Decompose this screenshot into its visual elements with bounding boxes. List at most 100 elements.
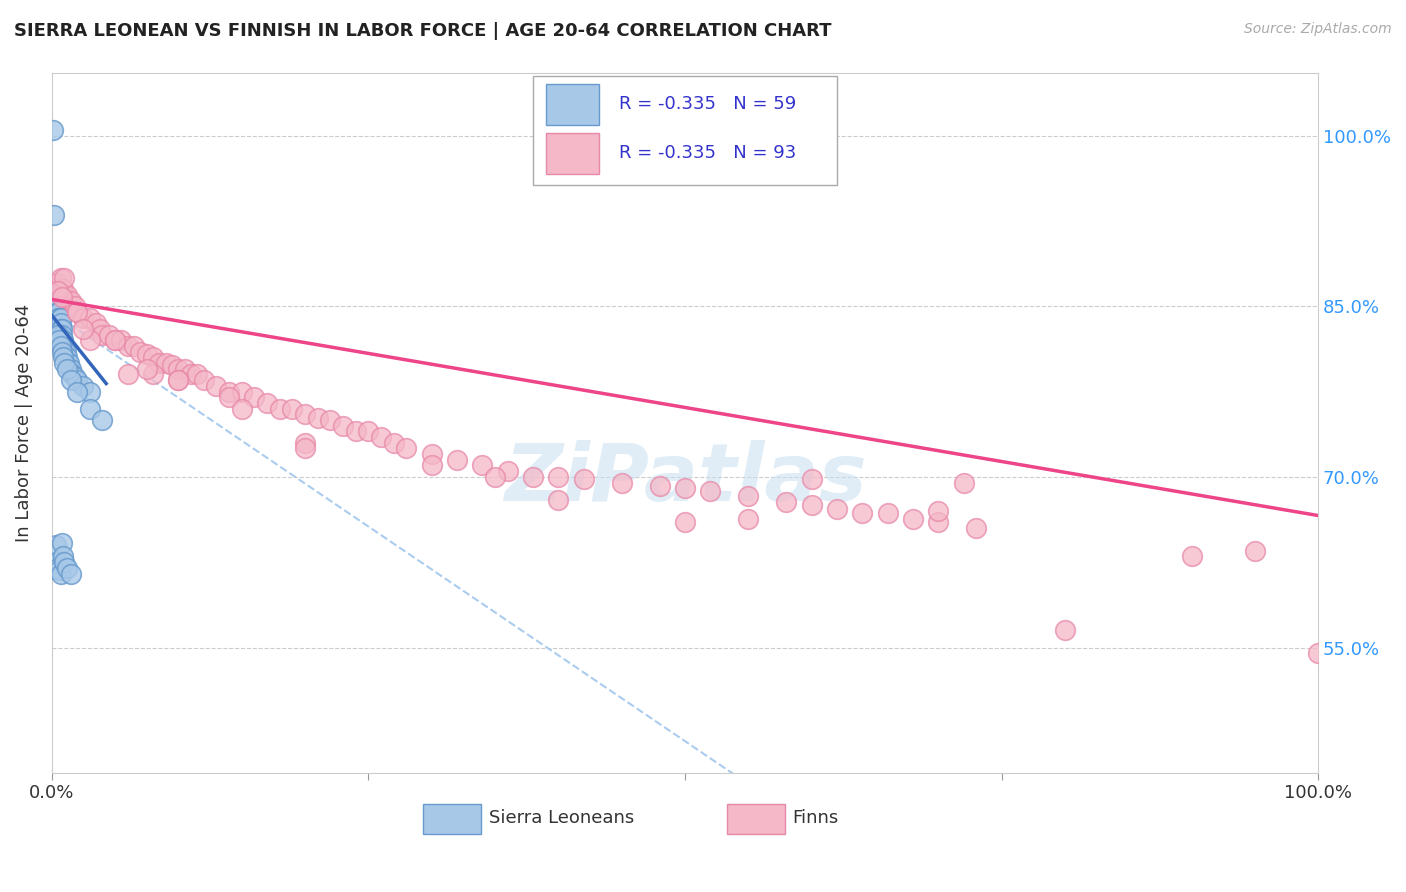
- Point: [46, 305, 69, 319]
- Point: [547, 470, 569, 484]
- Point: [648, 479, 671, 493]
- Point: [155, 356, 177, 370]
- Point: [193, 373, 215, 387]
- Point: [46, 285, 69, 299]
- Text: R = -0.335   N = 93: R = -0.335 N = 93: [619, 145, 796, 162]
- Point: [1053, 624, 1076, 638]
- Point: [63, 369, 86, 384]
- Point: [610, 475, 633, 490]
- Point: [52, 339, 75, 353]
- Point: [142, 351, 165, 365]
- Point: [243, 390, 266, 404]
- Point: [48, 310, 70, 325]
- Point: [45, 277, 67, 291]
- FancyBboxPatch shape: [546, 84, 599, 125]
- Point: [135, 347, 157, 361]
- Point: [66, 384, 89, 399]
- Point: [952, 475, 974, 490]
- Point: [56, 561, 79, 575]
- Point: [382, 435, 405, 450]
- Point: [737, 512, 759, 526]
- Point: [876, 506, 898, 520]
- Point: [825, 501, 848, 516]
- Point: [496, 464, 519, 478]
- Point: [46, 293, 69, 308]
- Point: [52, 549, 75, 564]
- Point: [89, 322, 111, 336]
- Point: [51, 536, 73, 550]
- Point: [46, 299, 69, 313]
- Point: [79, 384, 101, 399]
- Point: [218, 390, 240, 404]
- Point: [52, 334, 75, 348]
- Point: [294, 442, 316, 456]
- Point: [446, 452, 468, 467]
- Point: [49, 566, 72, 581]
- Point: [53, 339, 76, 353]
- Point: [58, 356, 80, 370]
- Point: [79, 310, 101, 325]
- Point: [48, 334, 70, 348]
- Point: [167, 361, 190, 376]
- Point: [53, 288, 76, 302]
- Point: [420, 447, 443, 461]
- Point: [72, 322, 94, 336]
- Point: [51, 327, 73, 342]
- Point: [673, 516, 696, 530]
- Text: Sierra Leoneans: Sierra Leoneans: [489, 809, 634, 827]
- Point: [97, 327, 120, 342]
- Point: [72, 310, 94, 325]
- Point: [307, 410, 329, 425]
- Point: [927, 504, 949, 518]
- Point: [332, 418, 354, 433]
- Point: [48, 310, 70, 325]
- Point: [44, 208, 66, 222]
- Point: [48, 310, 70, 325]
- Point: [52, 351, 75, 365]
- Point: [84, 316, 107, 330]
- Point: [55, 344, 77, 359]
- Point: [63, 299, 86, 313]
- Point: [66, 305, 89, 319]
- Point: [186, 368, 208, 382]
- Point: [205, 379, 228, 393]
- Point: [49, 270, 72, 285]
- Point: [59, 293, 82, 308]
- Point: [45, 282, 67, 296]
- Point: [281, 401, 304, 416]
- Point: [53, 270, 76, 285]
- Point: [51, 334, 73, 348]
- Y-axis label: In Labor Force | Age 20-64: In Labor Force | Age 20-64: [15, 303, 32, 542]
- Point: [53, 555, 76, 569]
- Point: [45, 538, 67, 552]
- Point: [66, 305, 89, 319]
- Point: [49, 316, 72, 330]
- Point: [56, 361, 79, 376]
- Text: Source: ZipAtlas.com: Source: ZipAtlas.com: [1244, 22, 1392, 37]
- Point: [142, 368, 165, 382]
- Point: [471, 458, 494, 473]
- Point: [91, 413, 114, 427]
- Point: [699, 483, 721, 498]
- Point: [51, 290, 73, 304]
- Point: [48, 305, 70, 319]
- Point: [53, 344, 76, 359]
- Point: [46, 327, 69, 342]
- Point: [231, 384, 253, 399]
- Point: [56, 351, 79, 365]
- Point: [148, 356, 170, 370]
- Point: [357, 425, 380, 439]
- Point: [72, 379, 94, 393]
- Point: [79, 401, 101, 416]
- Point: [104, 334, 127, 348]
- Point: [800, 498, 823, 512]
- Point: [45, 277, 67, 291]
- Point: [45, 555, 67, 569]
- Point: [522, 470, 544, 484]
- Point: [294, 435, 316, 450]
- Point: [218, 384, 240, 399]
- Point: [167, 373, 190, 387]
- Point: [775, 495, 797, 509]
- Point: [319, 413, 342, 427]
- FancyBboxPatch shape: [727, 804, 785, 833]
